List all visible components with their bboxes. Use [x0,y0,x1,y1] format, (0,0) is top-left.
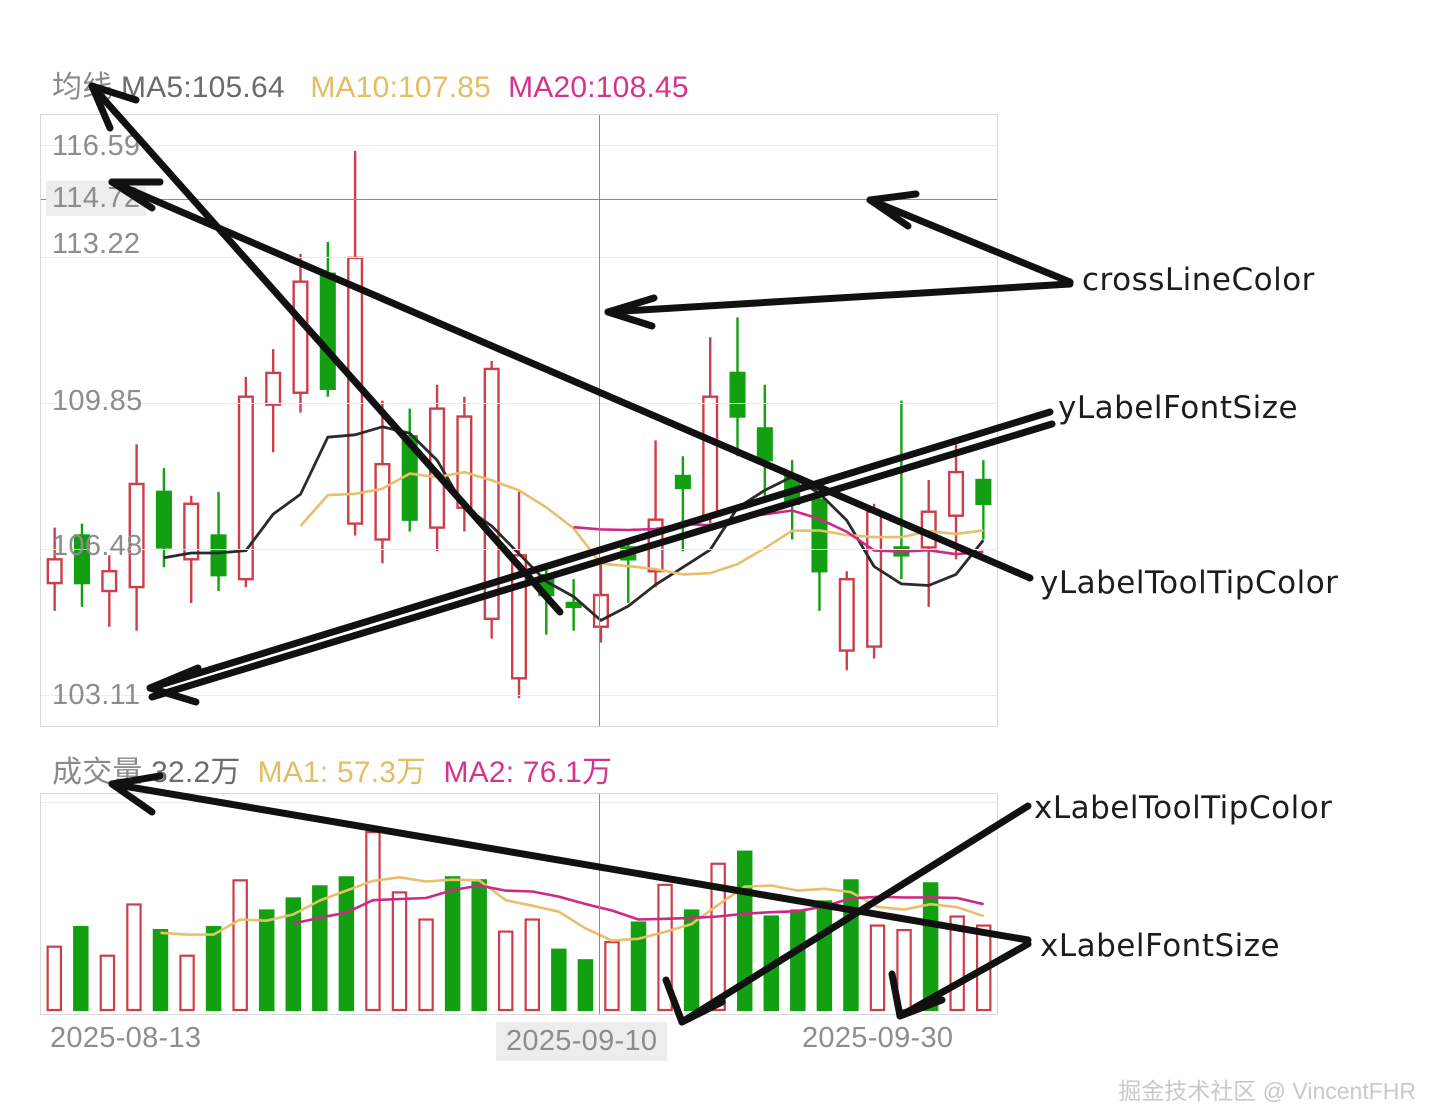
y-axis-label-2: 113.22 [52,228,141,260]
ma-legend-ma10: MA10:107.85 [310,71,492,104]
ma-legend-header: 均线 MA5:105.64 MA10:107.85 MA20:108.45 [52,62,689,106]
volume-current-value: 32.2万 [151,756,241,789]
y-axis-label-3: 109.85 [52,385,143,417]
ma-legend-title: 均线 [52,71,113,104]
gridline [41,257,997,258]
watermark: 掘金技术社区 @ VincentFHR [1118,1078,1416,1104]
gridline [41,695,997,696]
volume-legend-header: 成交量 32.2万 MA1: 57.3万 MA2: 76.1万 [52,747,612,791]
candlestick-series [46,150,992,699]
volume-chart[interactable] [40,793,998,1015]
volume-legend-ma1: MA1: 57.3万 [257,756,427,789]
candlestick-chart[interactable] [40,114,998,727]
y-axis-label-5: 103.11 [52,679,141,711]
volume-series [46,830,992,1012]
ma-legend-ma20: MA20:108.45 [508,71,689,104]
y-axis-label-0: 116.59 [52,130,141,162]
gridline [41,145,997,146]
x-axis-tooltip-label: 2025-09-10 [496,1022,668,1061]
annotation-xLabelFontSize: xLabelFontSize [1040,928,1281,964]
annotation-yLabelFontSize: yLabelFontSize [1058,390,1299,426]
x-axis-label-0: 2025-08-13 [50,1022,202,1054]
volume-legend-title: 成交量 [52,756,143,789]
annotation-xLabelToolTipColor: xLabelToolTipColor [1034,790,1333,826]
annotation-yLabelToolTipColor: yLabelToolTipColor [1040,565,1339,601]
gridline [41,549,997,550]
crosshair-vertical-line [599,794,600,1014]
y-axis-label-4: 106.48 [52,530,143,562]
ma-legend-ma5: MA5:105.64 [120,71,285,104]
x-axis-label-2: 2025-09-30 [802,1022,954,1054]
crosshair-horizontal-line [41,199,997,200]
gridline [41,403,997,404]
crosshair-vertical-line [599,115,600,726]
y-axis-tooltip-label: 114.72 [46,181,147,216]
annotation-crossLineColor: crossLineColor [1082,262,1315,298]
gridline [41,802,997,803]
volume-legend-ma2: MA2: 76.1万 [443,756,613,789]
